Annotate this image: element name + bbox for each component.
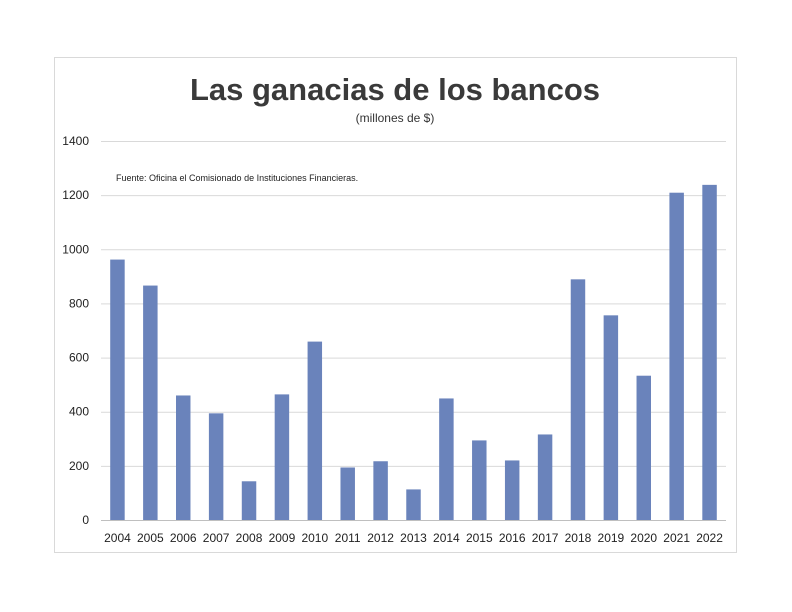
source-annotation: Fuente: Oficina el Comisionado de Instit… (116, 173, 358, 183)
bars (110, 184, 717, 520)
gridlines (101, 141, 726, 467)
y-tick-label: 200 (69, 459, 89, 473)
x-tick-label: 2009 (269, 531, 296, 545)
x-tick-label: 2008 (236, 531, 263, 545)
bar-2019 (603, 315, 619, 520)
chart-frame (54, 57, 737, 553)
bar-2010 (307, 341, 323, 520)
y-tick-label: 0 (82, 513, 89, 527)
x-tick-label: 2005 (137, 531, 164, 545)
x-tick-label: 2022 (696, 531, 723, 545)
bar-2018 (570, 279, 586, 520)
x-tick-label: 2011 (335, 531, 361, 545)
x-tick-label: 2004 (104, 531, 131, 545)
bar-2007 (208, 413, 224, 520)
bar-2020 (636, 375, 651, 520)
x-tick-label: 2020 (630, 531, 657, 545)
bar-2021 (669, 192, 684, 520)
x-tick-label: 2012 (367, 531, 394, 545)
bar-2009 (274, 394, 290, 520)
y-tick-label: 1200 (62, 188, 89, 202)
x-tick-label: 2016 (499, 531, 526, 545)
x-tick-label: 2017 (532, 531, 559, 545)
x-tick-label: 2018 (565, 531, 592, 545)
x-tick-label: 2006 (170, 531, 197, 545)
chart-subtitle: (millones de $) (356, 111, 435, 125)
bar-2013 (406, 489, 421, 520)
x-tick-label: 2013 (400, 531, 427, 545)
y-tick-label: 1000 (62, 242, 89, 256)
bar-2014 (439, 398, 454, 520)
bar-2008 (241, 481, 257, 520)
bar-2012 (373, 461, 388, 520)
x-tick-label: 2007 (203, 531, 230, 545)
y-tick-label: 600 (69, 351, 89, 365)
bar-2004 (110, 259, 125, 520)
bar-2022 (702, 184, 717, 520)
bar-2005 (143, 285, 158, 520)
y-tick-label: 1400 (62, 134, 89, 148)
x-tick-label: 2010 (301, 531, 328, 545)
x-tick-label: 2021 (663, 531, 690, 545)
x-tick-label: 2014 (433, 531, 460, 545)
y-axis-tick-labels: 0 200 400 600 800 1000 1200 1400 (62, 134, 89, 527)
bar-2006 (176, 395, 191, 520)
y-tick-label: 400 (69, 405, 89, 419)
x-axis-tick-labels: 2004 2005 2006 2007 2008 2009 2010 2011 2012 2013… (104, 531, 723, 545)
bar-2015 (472, 440, 487, 520)
bar-2017 (537, 434, 553, 520)
bar-2016 (504, 460, 520, 520)
x-tick-label: 2019 (598, 531, 625, 545)
bar-2011 (340, 467, 355, 520)
x-tick-label: 2015 (466, 531, 493, 545)
y-tick-label: 800 (69, 296, 89, 310)
chart-title: Las ganacias de los bancos (190, 72, 600, 107)
